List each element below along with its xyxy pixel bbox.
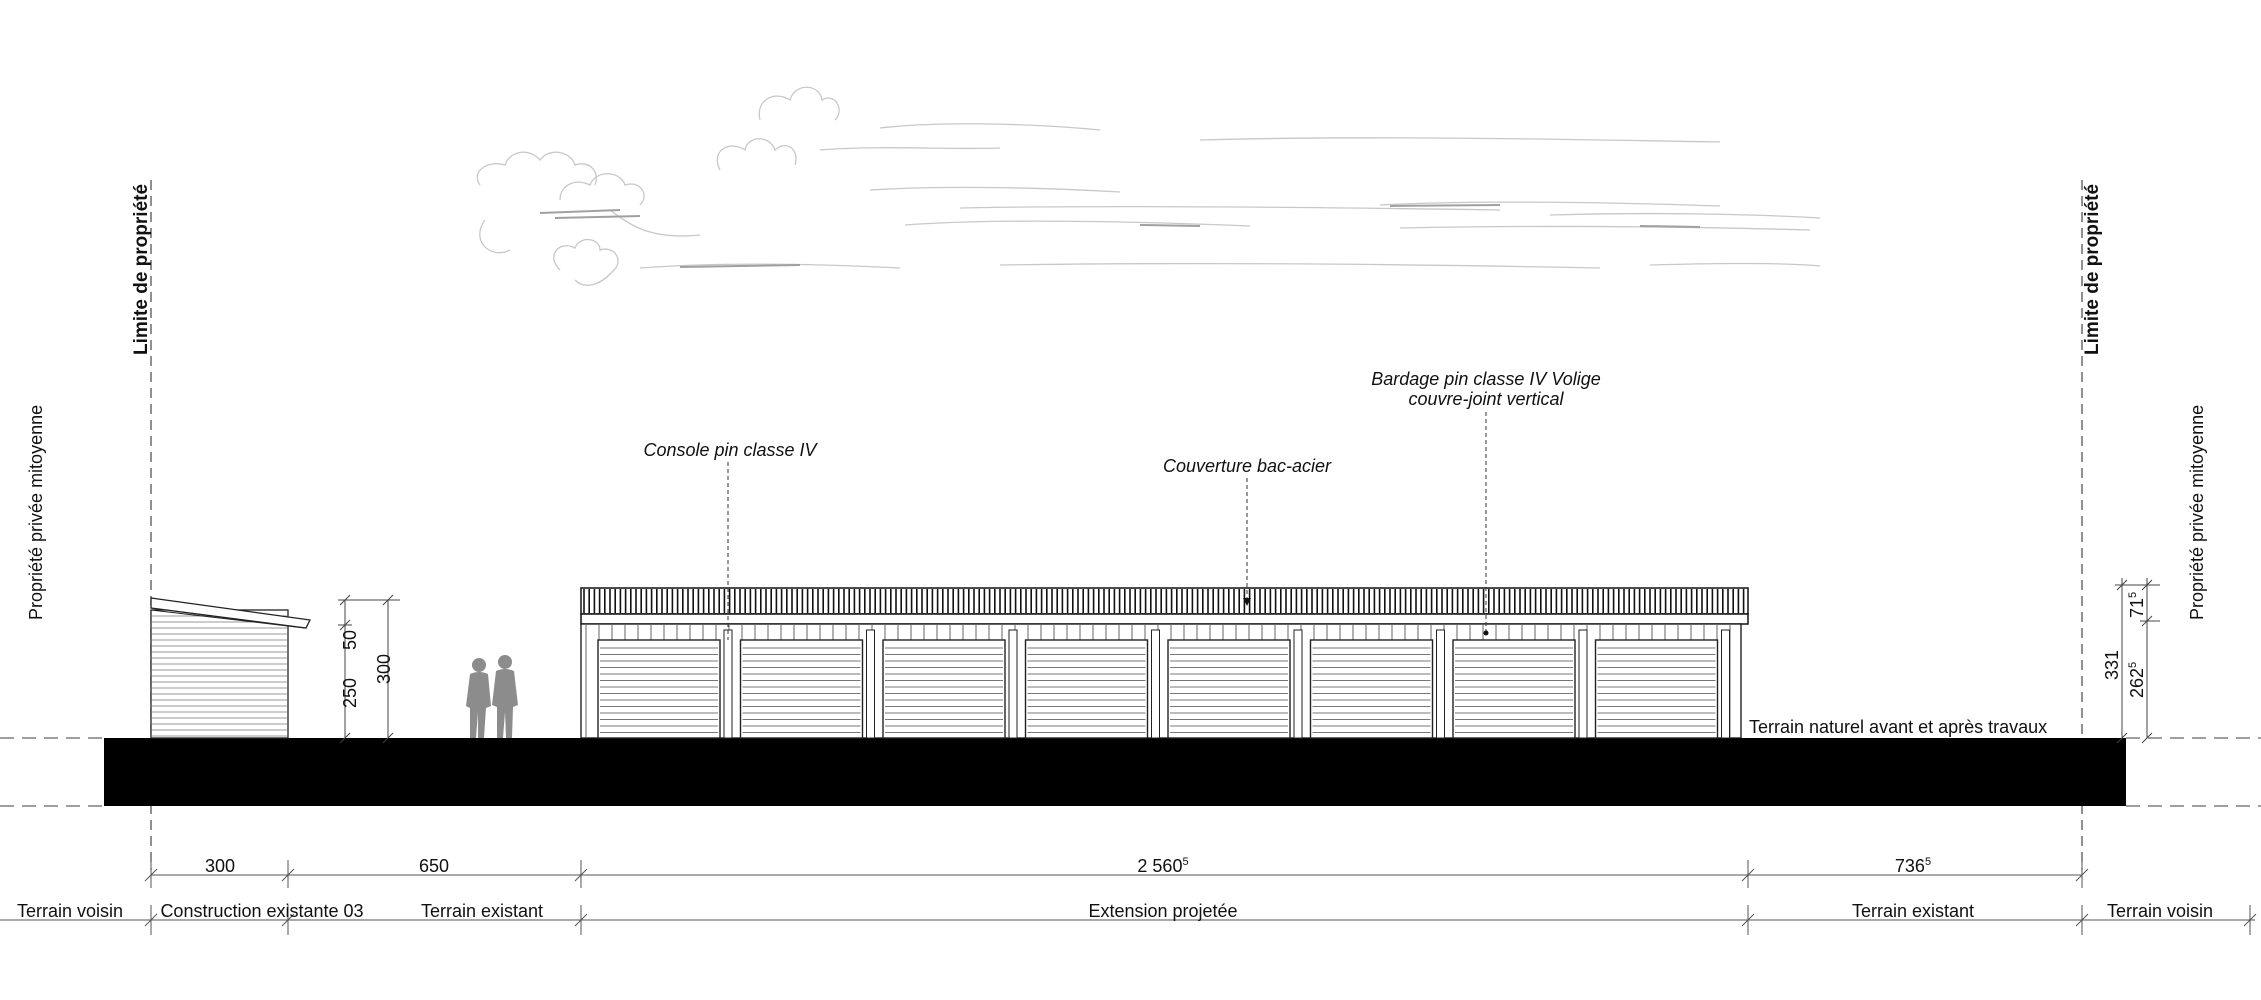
height-label-331: 331 [2102, 650, 2122, 680]
garage-door [1309, 629, 1445, 739]
annotation-console: Console pin classe IV [643, 440, 818, 460]
height-label-250: 250 [340, 678, 360, 708]
zone-label-construction-existante: Construction existante 03 [160, 901, 363, 921]
height-label-262: 2625 [2127, 662, 2147, 698]
annotation-terrain-naturel: Terrain naturel avant et après travaux [1749, 717, 2047, 737]
height-dimension-right [2115, 578, 2160, 744]
garage-door [1024, 629, 1160, 739]
zone-label-terrain-voisin-left: Terrain voisin [17, 901, 123, 921]
garage-door [1167, 629, 1303, 739]
dimension-label-736: 7365 [1895, 856, 1931, 876]
height-dimension-left [338, 594, 400, 744]
cloud-shading [539, 204, 1701, 268]
zone-label-terrain-voisin-right: Terrain voisin [2107, 901, 2213, 921]
zone-label-terrain-existant-right: Terrain existant [1852, 901, 1974, 921]
zone-label-extension-projetee: Extension projetée [1088, 901, 1237, 921]
property-limit-label-left: Limite de propriété [131, 184, 152, 355]
existing-construction [150, 597, 311, 739]
side-label-right: Propriété privée mitoyenne [2187, 405, 2207, 620]
zone-label-terrain-existant-left: Terrain existant [421, 901, 543, 921]
horizontal-dimension-line [144, 860, 2089, 888]
height-label-71: 715 [2127, 592, 2147, 618]
people-silhouette [466, 655, 518, 738]
property-limit-label-right: Limite de propriété [2082, 184, 2103, 355]
zones-line [0, 905, 2257, 935]
garage-door [1594, 629, 1730, 739]
dimension-label-2560: 2 5605 [1137, 856, 1188, 876]
annotation-couverture: Couverture bac-acier [1163, 456, 1332, 476]
height-label-300: 300 [374, 654, 394, 684]
dimension-label-650: 650 [419, 856, 449, 876]
annotation-bardage-line1: Bardage pin classe IV Volige [1371, 369, 1600, 389]
garage-door [882, 629, 1018, 739]
garage-door [1452, 629, 1588, 739]
annotation-bardage-line2: couvre-joint vertical [1408, 389, 1564, 409]
cloud-sketch [476, 86, 1821, 286]
ground-slab [104, 738, 2126, 806]
garage-door [739, 629, 875, 739]
height-label-50: 50 [340, 630, 360, 650]
side-label-left: Propriété privée mitoyenne [26, 405, 46, 620]
garage-door [597, 629, 733, 739]
extension-building [580, 587, 1749, 739]
dimension-label-300: 300 [205, 856, 235, 876]
